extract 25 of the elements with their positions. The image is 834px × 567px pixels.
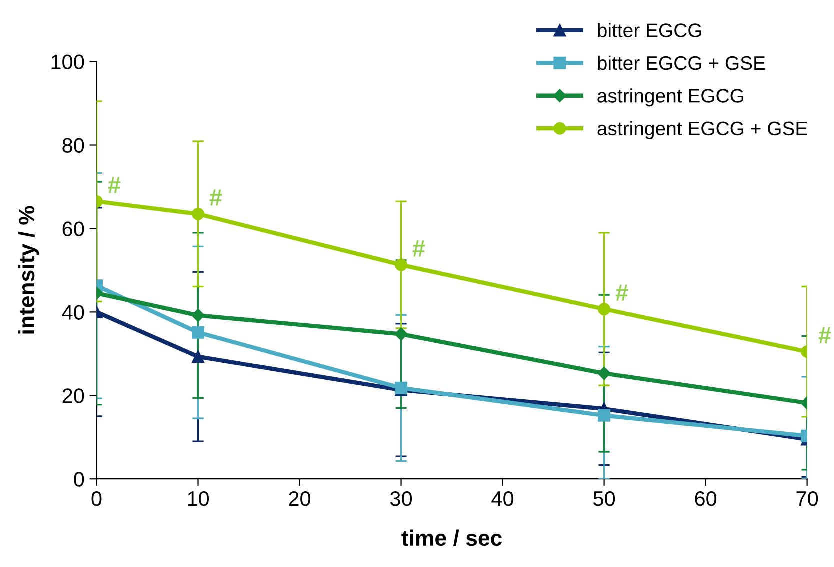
y-tick-label: 80	[62, 138, 84, 154]
x-tick-label: 50	[594, 491, 616, 506]
y-axis-title: intensity / %	[18, 206, 40, 334]
legend-label: bitter EGCG + GSE	[598, 56, 766, 70]
x-axis-title: time / sec	[402, 530, 502, 546]
annotation: #	[616, 284, 628, 301]
legend-label: astringent EGCG + GSE	[598, 121, 808, 140]
x-tick-label: 10	[188, 491, 210, 506]
x-tick-label: 40	[492, 491, 514, 506]
y-tick-label: 100	[52, 54, 84, 70]
annotation: #	[108, 177, 121, 194]
legend-label: bitter EGCG	[598, 23, 702, 38]
annotation: #	[210, 190, 222, 206]
annotation: #	[412, 240, 426, 257]
x-tick-label: 0	[92, 491, 102, 506]
annotation: #	[818, 327, 832, 344]
x-tick-label: 60	[695, 491, 717, 506]
y-tick-label: 40	[62, 305, 84, 320]
y-tick-label: 0	[74, 472, 84, 487]
y-tick-label: 60	[62, 222, 84, 236]
x-tick-label: 30	[390, 491, 412, 506]
x-tick-label: 20	[289, 491, 311, 506]
legend-label: astringent EGCG	[598, 88, 744, 107]
x-tick-label: 70	[796, 491, 818, 506]
y-tick-label: 20	[62, 388, 84, 404]
